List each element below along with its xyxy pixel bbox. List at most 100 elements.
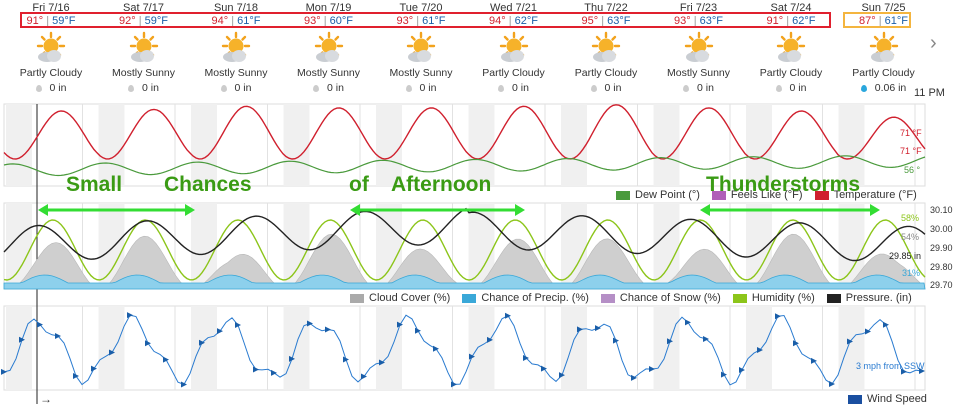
legend-cloud-cover[interactable]: Cloud Cover (%): [350, 292, 450, 304]
precip-swatch: [462, 293, 477, 303]
day-column[interactable]: Sun 7/25 87° | 61°F Partly Cloudy 0.06 in: [838, 0, 930, 104]
day-column[interactable]: Wed 7/21 94° | 62°F Partly Cloudy 0 in: [468, 0, 560, 104]
day-column[interactable]: Tue 7/20 93° | 61°F Mostly Sunny 0 in: [375, 0, 467, 104]
pressure-axis-tick: 29.90: [930, 243, 953, 253]
low-temp: 61°F: [237, 15, 261, 27]
day-precip: 0 in: [468, 82, 560, 95]
wind-direction-marker: [217, 328, 223, 335]
high-temp: 94°: [489, 15, 506, 27]
day-condition: Partly Cloudy: [574, 67, 638, 79]
partly-sunny-icon: [221, 31, 251, 62]
next-chevron-icon[interactable]: ›: [930, 32, 937, 54]
night-shade: [283, 104, 310, 186]
legend-wind-speed[interactable]: Wind Speed: [848, 393, 927, 405]
wind-direction-marker: [739, 366, 745, 373]
legend-dew-point[interactable]: Dew Point (°): [616, 189, 700, 201]
wind-direction-marker: [541, 365, 547, 372]
day-column[interactable]: Sun 7/18 94° | 61°F Mostly Sunny 0 in: [190, 0, 282, 104]
day-temps: 87° | 61°F: [859, 15, 908, 27]
wind-direction-marker: [505, 312, 511, 319]
wind-direction-marker: [487, 336, 493, 343]
partly-sunny-icon: [869, 31, 898, 62]
day-column[interactable]: Sat 7/24 91° | 62°F Partly Cloudy 0 in: [745, 0, 837, 104]
wind-direction-marker: [883, 321, 889, 328]
wind-direction-marker: [469, 353, 475, 360]
wind-direction-marker: [397, 321, 403, 328]
humidity-line: [3, 219, 926, 281]
high-temp: 93°: [396, 15, 414, 27]
raindrop-icon: [590, 84, 597, 92]
wind-direction-marker: [91, 365, 97, 372]
precip-amount: 0 in: [142, 82, 159, 94]
legend-snow-label: Chance of Snow (%): [619, 292, 721, 304]
day-column[interactable]: Fri 7/16 91° | 59°F Partly Cloudy 0 in: [5, 0, 97, 104]
overlay-word-afternoon: Afternoon: [391, 173, 492, 196]
night-shade: [561, 104, 587, 186]
raindrop-icon: [860, 84, 867, 92]
low-temp: 63°F: [607, 15, 631, 27]
legend-feels-like[interactable]: Feels Like (°F): [711, 189, 803, 201]
overlay-word-of: of: [349, 173, 369, 196]
day-condition: Partly Cloudy: [852, 67, 915, 79]
time-label: 11 PM: [914, 87, 945, 99]
day-condition: Mostly Sunny: [296, 67, 361, 79]
overlay-word-chances: Chances: [164, 173, 252, 196]
raindrop-icon: [35, 84, 42, 92]
wind-direction-marker: [325, 326, 331, 333]
night-shade: [468, 306, 495, 390]
night-shade: [98, 306, 125, 390]
wind-direction-marker: [793, 340, 799, 347]
legend-pressure[interactable]: Pressure. (in): [826, 292, 912, 304]
high-temp: 92°: [119, 15, 136, 27]
legend-chance-snow[interactable]: Chance of Snow (%): [600, 292, 721, 304]
wind-direction-marker: [613, 337, 619, 344]
wind-direction-marker: [73, 372, 79, 379]
legend-humidity[interactable]: Humidity (%): [732, 292, 815, 304]
day-temps: 95° | 63°F: [581, 15, 631, 27]
day-precip: 0 in: [283, 82, 375, 95]
feels-value-label: 71 °F: [900, 146, 922, 156]
overlay-word-small: Small: [66, 173, 123, 196]
day-column[interactable]: Thu 7/22 95° | 63°F Partly Cloudy 0 in: [560, 0, 652, 104]
wind-direction-marker: [847, 338, 853, 345]
overlay-word-thunderstorms: Thunderstorms: [706, 173, 861, 196]
low-temp: 63°F: [699, 15, 723, 27]
legend-temperature[interactable]: Temperature (°F): [814, 189, 917, 201]
wind-direction-marker: [559, 372, 565, 379]
green-arrow-head: [700, 204, 710, 216]
precip-amount: 0 in: [234, 82, 252, 94]
pressure-axis-tick: 30.00: [930, 224, 953, 234]
snow-swatch: [600, 293, 615, 303]
wind-direction-marker: [415, 327, 421, 334]
wind-panel-frame: [3, 305, 926, 391]
feels-swatch: [711, 190, 726, 200]
day-temps: 94° | 62°F: [489, 15, 538, 27]
day-column[interactable]: Fri 7/23 93° | 63°F Mostly Sunny 0 in: [653, 0, 745, 104]
wind-direction-marker: [379, 359, 385, 366]
day-condition: Partly Cloudy: [482, 67, 545, 79]
pressure-value-label: 29.85 in: [889, 251, 922, 261]
precip-amount: 0 in: [789, 82, 807, 94]
mid-legend: Cloud Cover (%) Chance of Precip. (%) Ch…: [350, 292, 924, 304]
night-shade: [838, 104, 865, 186]
wind-direction-marker: [55, 332, 61, 339]
day-column[interactable]: Sat 7/17 92° | 59°F Mostly Sunny 0 in: [98, 0, 190, 104]
high-temp: 87°: [859, 15, 876, 27]
legend-pressure-label: Pressure. (in): [845, 292, 912, 304]
legend-feels-label: Feels Like (°F): [730, 189, 803, 201]
precip-amount: 0.06 in: [874, 82, 907, 94]
wind-direction-marker: [163, 356, 169, 363]
night-shade: [376, 306, 402, 390]
high-temp: 93°: [304, 15, 321, 27]
precip-amount: 0 in: [512, 82, 529, 94]
day-column[interactable]: Mon 7/19 93° | 60°F Mostly Sunny 0 in: [283, 0, 375, 104]
precip-value-label: 31%: [902, 268, 921, 278]
day-precip: 0 in: [98, 82, 190, 95]
day-temps: 93° | 63°F: [674, 15, 723, 27]
day-temps: 92° | 59°F: [119, 15, 168, 27]
high-temp: 93°: [674, 15, 691, 27]
day-date: Sat 7/17: [123, 2, 164, 14]
day-precip: 0 in: [375, 82, 467, 95]
wind-direction-marker: [829, 381, 835, 388]
legend-chance-precip[interactable]: Chance of Precip. (%): [462, 292, 589, 304]
